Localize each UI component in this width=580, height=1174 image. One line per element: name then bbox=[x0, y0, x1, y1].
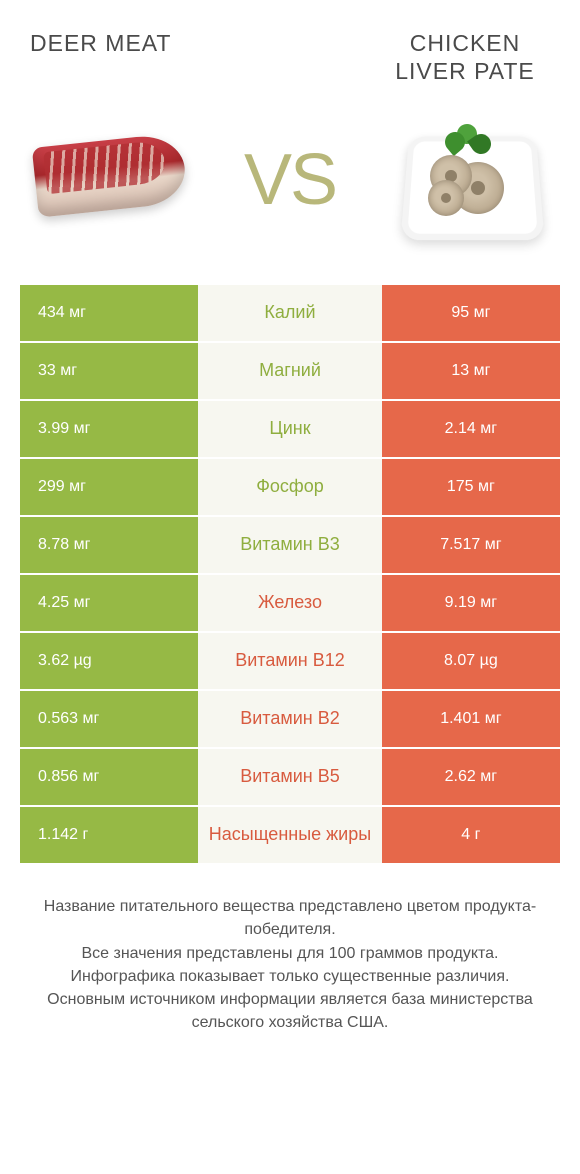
cell-mid: Витамин B3 bbox=[198, 517, 382, 573]
table-row: 299 мгФосфор175 мг bbox=[20, 459, 560, 517]
cell-right: 9.19 мг bbox=[382, 575, 560, 631]
cell-left: 3.62 µg bbox=[20, 633, 198, 689]
cell-left: 4.25 мг bbox=[20, 575, 198, 631]
cell-mid: Витамин B2 bbox=[198, 691, 382, 747]
table-row: 33 мгМагний13 мг bbox=[20, 343, 560, 401]
comparison-table: 434 мгКалий95 мг33 мгМагний13 мг3.99 мгЦ… bbox=[0, 285, 580, 865]
cell-right: 13 мг bbox=[382, 343, 560, 399]
table-row: 8.78 мгВитамин B37.517 мг bbox=[20, 517, 560, 575]
vs-label: VS bbox=[244, 139, 336, 221]
cell-mid: Витамин B5 bbox=[198, 749, 382, 805]
table-row: 0.856 мгВитамин B52.62 мг bbox=[20, 749, 560, 807]
footer-line: Основным источником информации является … bbox=[25, 988, 555, 1034]
table-row: 3.62 µgВитамин B128.07 µg bbox=[20, 633, 560, 691]
cell-mid: Железо bbox=[198, 575, 382, 631]
cell-mid: Витамин B12 bbox=[198, 633, 382, 689]
table-row: 1.142 гНасыщенные жиры4 г bbox=[20, 807, 560, 865]
cell-right: 2.14 мг bbox=[382, 401, 560, 457]
cell-left: 434 мг bbox=[20, 285, 198, 341]
cell-left: 299 мг bbox=[20, 459, 198, 515]
cell-mid: Цинк bbox=[198, 401, 382, 457]
footer-line: Название питательного вещества представл… bbox=[25, 895, 555, 941]
table-row: 0.563 мгВитамин B21.401 мг bbox=[20, 691, 560, 749]
footer-notes: Название питательного вещества представл… bbox=[0, 865, 580, 1034]
cell-right: 4 г bbox=[382, 807, 560, 863]
cell-left: 8.78 мг bbox=[20, 517, 198, 573]
cell-left: 0.563 мг bbox=[20, 691, 198, 747]
cell-right: 7.517 мг bbox=[382, 517, 560, 573]
table-row: 4.25 мгЖелезо9.19 мг bbox=[20, 575, 560, 633]
table-row: 434 мгКалий95 мг bbox=[20, 285, 560, 343]
cell-left: 1.142 г bbox=[20, 807, 198, 863]
deer-meat-image bbox=[30, 110, 190, 250]
cell-mid: Магний bbox=[198, 343, 382, 399]
cell-right: 2.62 мг bbox=[382, 749, 560, 805]
cell-mid: Фосфор bbox=[198, 459, 382, 515]
cell-left: 3.99 мг bbox=[20, 401, 198, 457]
table-row: 3.99 мгЦинк2.14 мг bbox=[20, 401, 560, 459]
cell-left: 33 мг bbox=[20, 343, 198, 399]
title-left: DEER MEAT bbox=[30, 30, 171, 85]
title-right: CHICKEN LIVER PATE bbox=[380, 30, 550, 85]
cell-mid: Калий bbox=[198, 285, 382, 341]
vs-row: VS bbox=[0, 85, 580, 285]
pate-image bbox=[390, 110, 550, 250]
cell-right: 95 мг bbox=[382, 285, 560, 341]
footer-line: Все значения представлены для 100 граммо… bbox=[25, 942, 555, 965]
footer-line: Инфографика показывает только существенн… bbox=[25, 965, 555, 988]
cell-left: 0.856 мг bbox=[20, 749, 198, 805]
cell-mid: Насыщенные жиры bbox=[198, 807, 382, 863]
cell-right: 8.07 µg bbox=[382, 633, 560, 689]
cell-right: 175 мг bbox=[382, 459, 560, 515]
cell-right: 1.401 мг bbox=[382, 691, 560, 747]
header: DEER MEAT CHICKEN LIVER PATE bbox=[0, 0, 580, 85]
